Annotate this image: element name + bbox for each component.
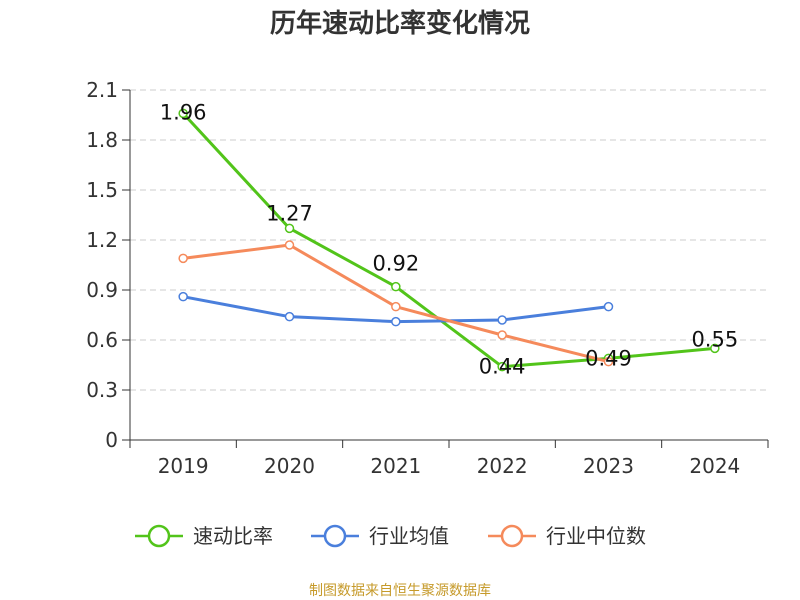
x-tick-label: 2022 [477, 454, 528, 478]
data-point [178, 253, 188, 264]
data-point [284, 240, 295, 250]
data-point [391, 281, 401, 292]
y-tick-label: 1.5 [86, 178, 118, 202]
data-point [178, 291, 188, 302]
legend: 速动比率 行业均值 行业中位数 [135, 524, 646, 548]
legend-marker [500, 524, 524, 548]
legend-marker [323, 524, 347, 548]
x-tick-label: 2023 [583, 454, 634, 478]
data-point [497, 330, 507, 340]
data-point [178, 108, 188, 119]
y-tick-label: 0 [105, 428, 118, 452]
series-line-0 [182, 112, 715, 369]
legend-label: 行业中位数 [546, 524, 646, 548]
x-tick-label: 2020 [264, 454, 315, 478]
data-label: 0.49 [585, 346, 632, 370]
data-point [497, 315, 507, 325]
y-tick-label: 0.6 [86, 328, 118, 352]
y-tick-label: 0.3 [86, 378, 118, 402]
data-label: 1.96 [160, 100, 207, 124]
data-point [603, 301, 614, 312]
y-tick-label: 1.8 [86, 128, 118, 152]
source-note: 制图数据来自恒生聚源数据库 [309, 583, 491, 599]
y-tick-label: 0.9 [86, 278, 118, 302]
y-tick-label: 1.2 [86, 228, 118, 252]
series-layer: 1.96 1.27 0.92 0.44 0.49 0.55 [160, 100, 738, 378]
axes: 0 0.3 0.6 0.9 1.2 1.5 1.8 2.1 2019 2020 2021 2022 20… [86, 78, 769, 478]
data-point [603, 356, 614, 367]
x-tick-label: 2024 [689, 454, 740, 478]
legend-label: 速动比率 [193, 524, 273, 548]
data-point [391, 316, 401, 327]
legend-marker [147, 524, 171, 548]
data-point [391, 301, 401, 312]
data-label: 0.44 [479, 355, 526, 379]
x-tick-label: 2021 [370, 454, 421, 478]
data-label: 0.92 [372, 252, 419, 276]
data-point [284, 223, 295, 234]
x-tick-label: 2019 [158, 454, 209, 478]
data-label: 0.55 [691, 327, 738, 351]
data-label: 1.27 [266, 201, 313, 225]
grid-lines [130, 89, 768, 391]
data-point [710, 343, 720, 354]
data-point [284, 311, 295, 322]
legend-label: 行业均值 [369, 524, 449, 548]
data-point [497, 361, 507, 372]
chart-title: 历年速动比率变化情况 [270, 8, 530, 39]
y-tick-label: 2.1 [86, 78, 118, 102]
